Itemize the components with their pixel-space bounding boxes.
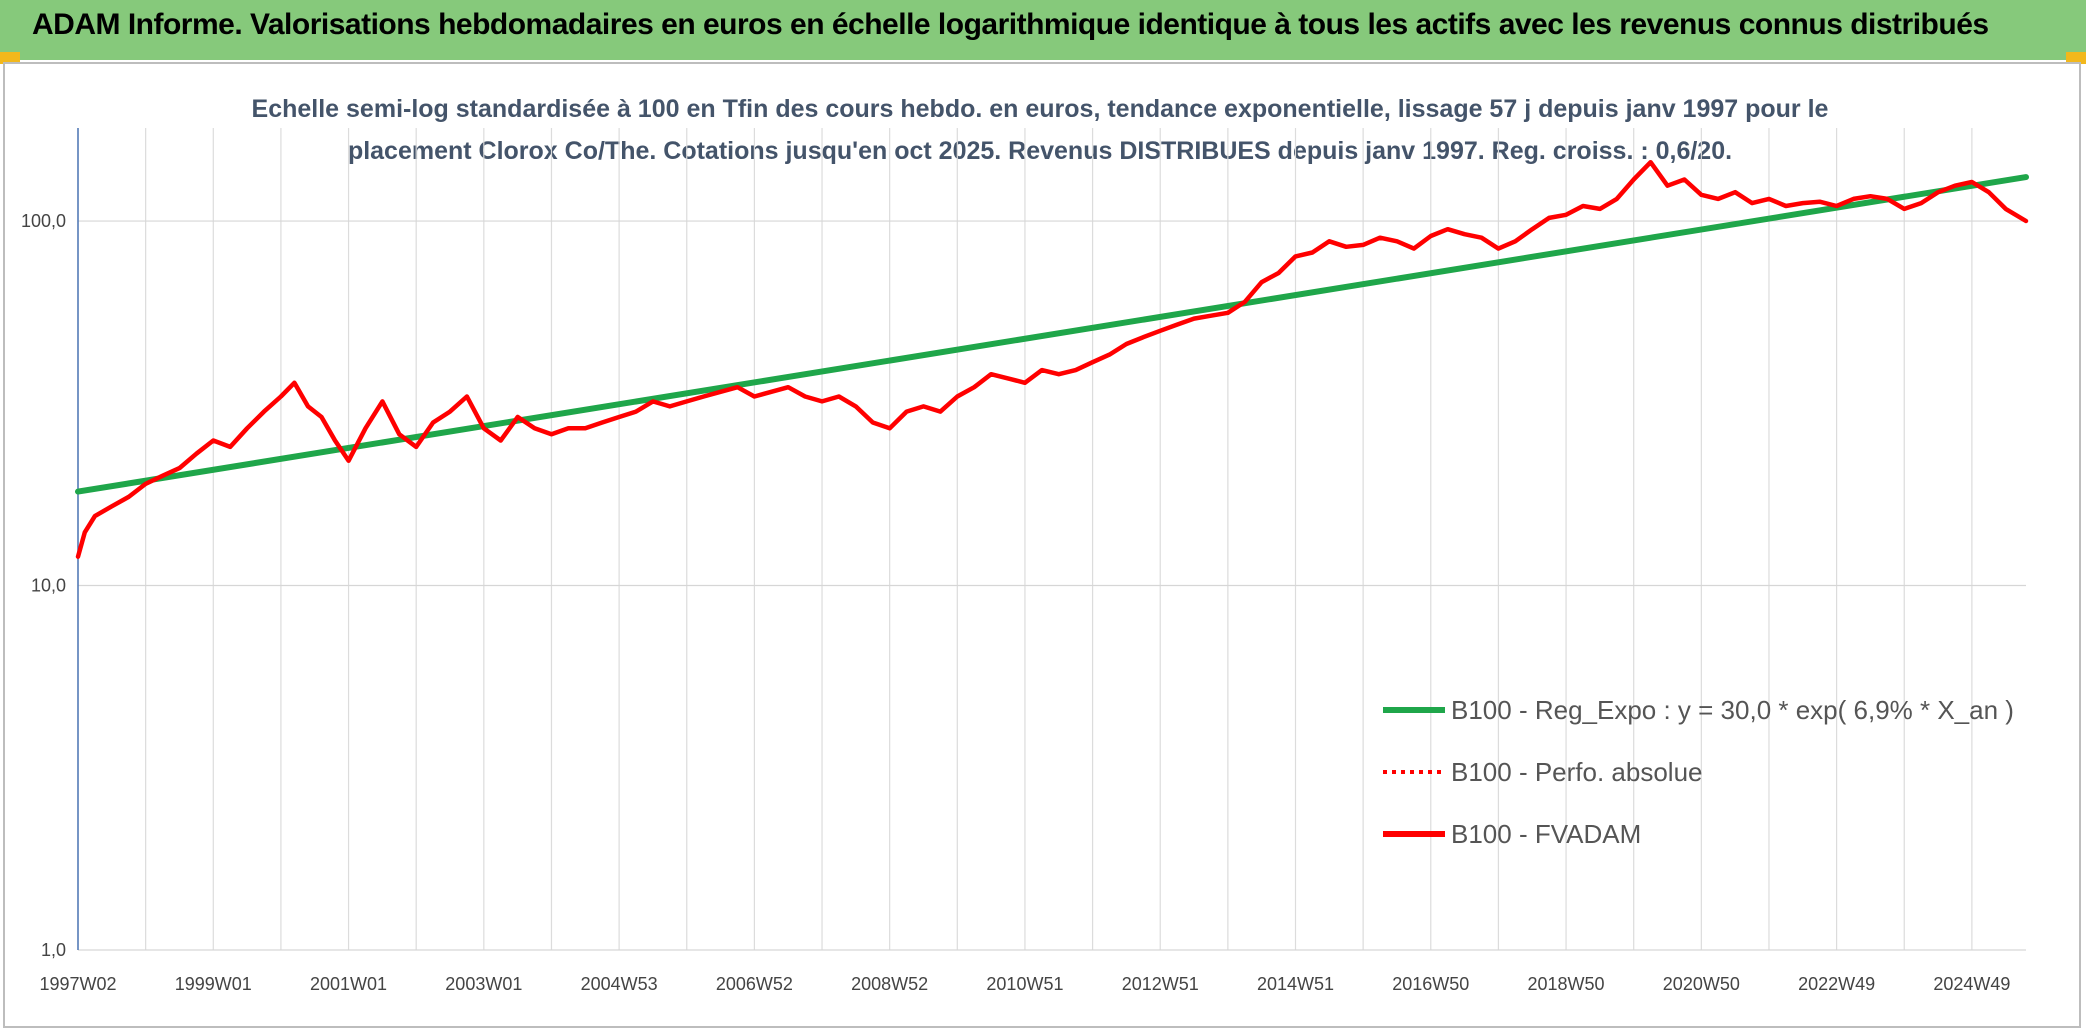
legend: B100 - Reg_Expo : y = 30,0 * exp( 6,9% *…	[1383, 695, 2014, 849]
corner-marker-left	[0, 52, 20, 64]
corner-marker-right	[2066, 52, 2086, 64]
x-tick-label: 2022W49	[1798, 974, 1875, 994]
y-tick-label: 10,0	[31, 576, 66, 596]
x-tick-label: 2024W49	[1933, 974, 2010, 994]
x-tick-label: 2003W01	[445, 974, 522, 994]
x-tick-label: 2012W51	[1122, 974, 1199, 994]
x-tick-label: 2006W52	[716, 974, 793, 994]
x-tick-label: 1999W01	[175, 974, 252, 994]
grid-layer	[77, 128, 2026, 951]
series-line-2	[75, 159, 2029, 559]
y-tick-label: 100,0	[21, 211, 66, 231]
x-tick-label: 2018W50	[1528, 974, 1605, 994]
chart-title: Echelle semi-log standardisée à 100 en T…	[251, 95, 1829, 165]
x-tick-label: 2016W50	[1392, 974, 1469, 994]
legend-label-0: B100 - Reg_Expo : y = 30,0 * exp( 6,9% *…	[1451, 695, 2014, 725]
legend-label-2: B100 - FVADAM	[1451, 819, 1641, 849]
series-layer	[75, 159, 2029, 559]
x-tick-label: 1997W02	[39, 974, 116, 994]
y-tick-label: 1,0	[41, 940, 66, 960]
x-tick-label: 2020W50	[1663, 974, 1740, 994]
x-tick-label: 2010W51	[986, 974, 1063, 994]
x-tick-label: 2014W51	[1257, 974, 1334, 994]
legend-label-1: B100 - Perfo. absolue	[1451, 757, 1703, 787]
axes-layer: 1,0 10,0 100,0 1997W02 1999W01 2001W01 2003W01…	[21, 128, 2010, 994]
chart-frame	[3, 62, 2081, 1028]
x-tick-label: 2004W53	[581, 974, 658, 994]
x-tick-label: 2001W01	[310, 974, 387, 994]
x-tick-label: 2008W52	[851, 974, 928, 994]
report-banner: ADAM Informe. Valorisations hebdomadaire…	[0, 0, 2086, 60]
report-title: ADAM Informe. Valorisations hebdomadaire…	[32, 8, 1989, 41]
series-line-0	[75, 174, 2029, 495]
